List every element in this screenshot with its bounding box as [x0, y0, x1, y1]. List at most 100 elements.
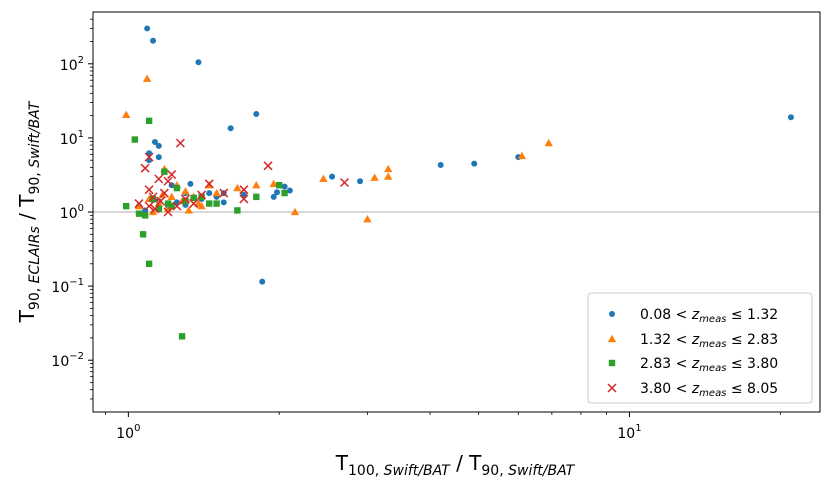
legend-entry-4: 3.80 < zmeas ≤ 8.05 [640, 381, 778, 399]
y-tick-label: 101 [60, 129, 84, 148]
data-point-series-1 [227, 125, 234, 132]
data-point-series-4 [239, 194, 249, 204]
y-tick-label: 100 [60, 203, 84, 222]
data-point-series-4 [144, 152, 154, 162]
data-point-series-3 [182, 197, 189, 205]
data-point-series-2 [121, 110, 131, 118]
data-point-series-1 [270, 193, 277, 200]
data-point-series-2 [370, 173, 379, 181]
data-point-series-2 [233, 183, 242, 192]
data-point-series-1 [253, 111, 260, 118]
legend-marker-2 [607, 334, 617, 343]
data-point-series-2 [383, 164, 393, 173]
data-point-series-3 [145, 260, 153, 267]
data-point-series-4 [140, 163, 150, 173]
data-point-series-3 [164, 200, 172, 207]
data-point-series-2 [184, 206, 193, 214]
data-point-series-4 [189, 199, 199, 209]
legend-entry-3: 2.83 < zmeas ≤ 3.80 [640, 356, 778, 374]
data-point-series-1 [206, 190, 213, 197]
legend-entry-2: 1.32 < zmeas ≤ 2.83 [640, 332, 778, 350]
legend-box [587, 292, 813, 404]
data-point-series-4 [175, 138, 185, 148]
y-tick-label: 10−1 [51, 277, 84, 296]
data-point-series-2 [544, 138, 553, 147]
data-point-series-1 [286, 187, 293, 194]
data-point-series-1 [471, 160, 478, 167]
data-point-series-2 [383, 172, 393, 180]
data-point-series-1 [155, 154, 162, 161]
data-point-series-4 [180, 194, 190, 204]
data-point-series-3 [161, 168, 168, 175]
data-point-series-1 [437, 162, 444, 169]
data-point-series-4 [134, 199, 144, 209]
data-point-series-2 [142, 74, 152, 82]
data-point-series-1 [281, 183, 288, 190]
data-point-series-4 [204, 179, 214, 189]
data-point-series-3 [145, 117, 153, 125]
data-point-series-1 [144, 25, 151, 32]
data-point-series-2 [290, 207, 300, 216]
y-axis-label: T90, ECLAIRs / T90, Swift/BAT [15, 100, 43, 323]
data-point-series-3 [122, 202, 130, 210]
x-tick-label: 101 [617, 423, 641, 442]
ticks-layer: 100 101 10−2 10−1 100 101 102 [51, 18, 781, 442]
data-point-series-1 [195, 59, 202, 66]
data-point-series-3 [276, 181, 283, 189]
data-point-series-3 [213, 200, 220, 207]
data-point-series-2 [269, 179, 278, 187]
data-point-series-1 [151, 139, 158, 146]
legend: 0.08 < zmeas ≤ 1.32 1.32 < zmeas ≤ 2.83 … [587, 292, 813, 404]
data-point-series-4 [239, 185, 249, 195]
data-point-series-4 [154, 174, 164, 184]
data-point-series-4 [144, 185, 154, 195]
data-point-series-2 [363, 214, 372, 223]
data-points-layer [121, 25, 794, 340]
data-point-series-3 [190, 194, 197, 202]
data-point-series-4 [197, 190, 207, 200]
data-point-series-4 [150, 204, 160, 214]
data-point-series-1 [150, 37, 157, 44]
data-point-series-4 [167, 170, 177, 180]
data-point-series-4 [144, 201, 154, 211]
data-point-series-1 [357, 178, 364, 185]
legend-marker-1 [609, 311, 615, 317]
data-point-series-2 [197, 201, 206, 210]
data-point-series-4 [219, 188, 229, 198]
data-point-series-1 [329, 173, 336, 180]
legend-marker-3 [608, 359, 616, 367]
data-point-series-3 [173, 184, 181, 192]
data-point-series-1 [259, 278, 266, 285]
legend-marker-4 [607, 383, 617, 393]
data-point-series-2 [167, 192, 176, 201]
data-point-series-3 [155, 205, 162, 213]
data-point-series-4 [172, 201, 182, 211]
data-point-series-3 [253, 193, 260, 201]
data-point-series-1 [274, 189, 281, 196]
data-point-series-1 [220, 199, 227, 206]
data-point-series-1 [155, 142, 162, 149]
legend-markers [607, 311, 617, 393]
data-point-series-4 [163, 176, 173, 186]
data-point-series-2 [212, 188, 221, 197]
y-tick-label: 102 [60, 55, 84, 74]
data-point-series-4 [263, 161, 273, 171]
data-point-series-3 [281, 189, 288, 197]
data-point-series-2 [181, 187, 190, 195]
data-point-series-4 [156, 196, 166, 206]
data-point-series-3 [149, 195, 157, 203]
data-point-series-3 [139, 231, 147, 238]
data-point-series-1 [787, 114, 794, 121]
data-point-series-3 [178, 333, 186, 340]
y-tick-label: 10−2 [51, 351, 84, 370]
data-point-series-4 [148, 192, 158, 202]
legend-entry-1: 0.08 < zmeas ≤ 1.32 [640, 307, 778, 325]
data-point-series-4 [163, 207, 173, 217]
data-point-series-3 [198, 193, 205, 201]
data-point-series-2 [134, 201, 144, 210]
data-point-series-3 [131, 136, 139, 143]
data-point-series-3 [234, 207, 241, 214]
data-point-series-4 [159, 188, 169, 198]
